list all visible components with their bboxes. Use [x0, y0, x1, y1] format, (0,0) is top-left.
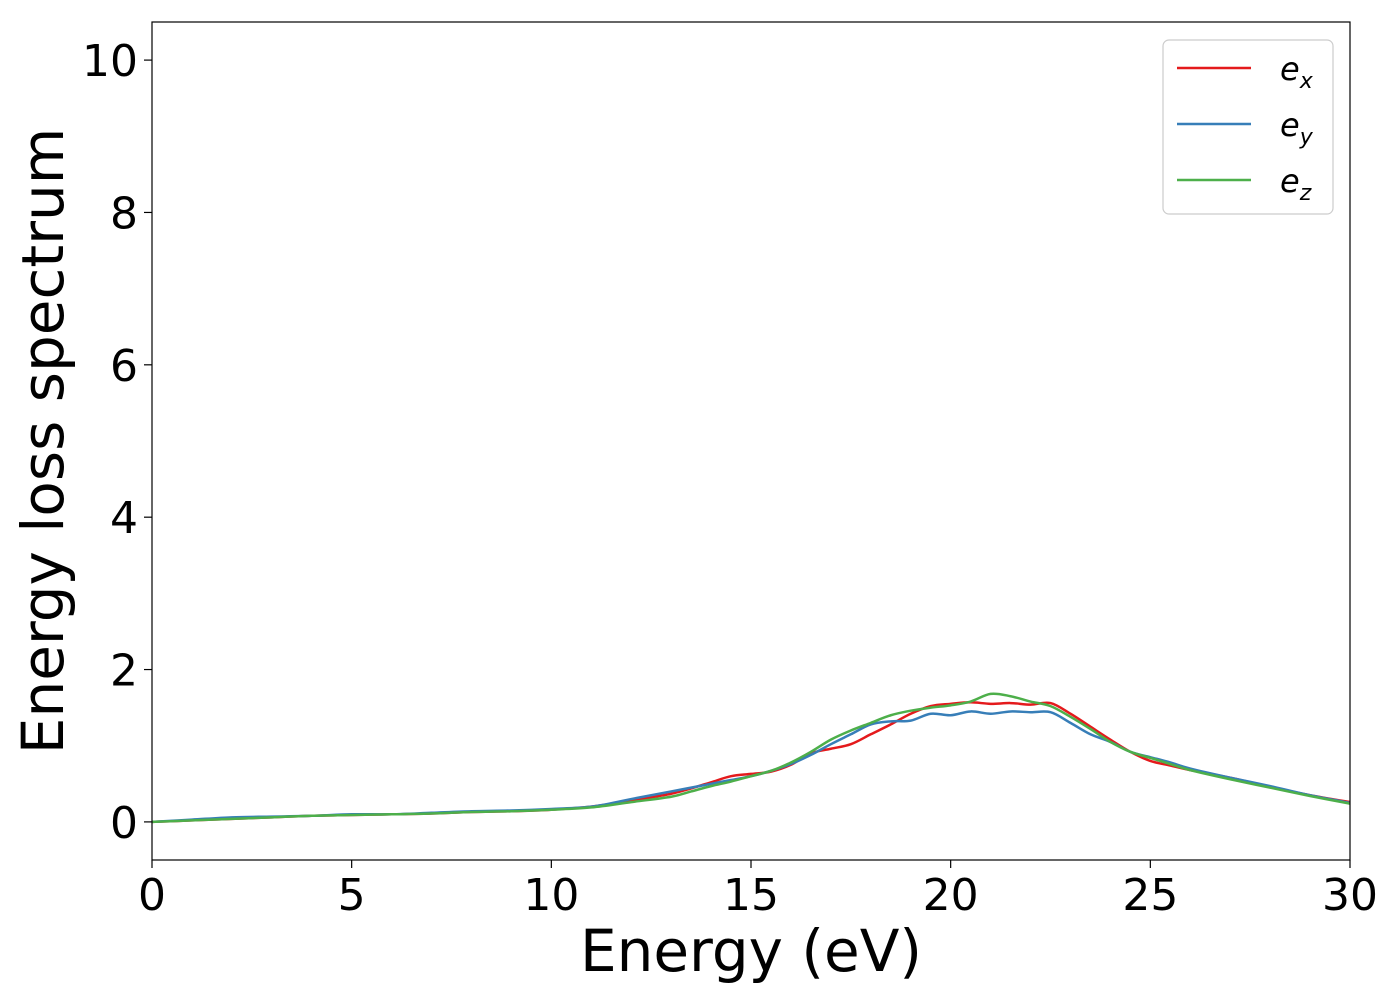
y-tick-label: 6: [110, 341, 138, 392]
series-layer: [151, 692, 1351, 824]
y-tick-label: 2: [110, 646, 138, 697]
legend-label-y: ey: [1280, 106, 1314, 150]
series-line-z: [151, 692, 1351, 824]
x-tick-label: 25: [1122, 870, 1178, 921]
legend-label-z: ez: [1280, 162, 1312, 206]
x-tick-label: 30: [1322, 870, 1378, 921]
legend-entries: ex ey ez: [1177, 50, 1314, 206]
x-tick-label: 20: [923, 870, 979, 921]
x-tick-label: 0: [138, 870, 166, 921]
y-tick-label: 8: [110, 188, 138, 239]
y-axis-label: Energy loss spectrum: [9, 128, 77, 754]
legend-box: [1162, 39, 1334, 215]
x-axis-ticks: 0 5 10 15 20 25 30: [138, 860, 1378, 921]
x-tick-label: 15: [723, 870, 779, 921]
legend: ex ey ez: [1162, 39, 1334, 215]
x-axis-label: Energy (eV): [580, 917, 922, 985]
y-axis-ticks: 0 2 4 6 8 10: [82, 36, 152, 849]
y-tick-label: 0: [110, 798, 138, 849]
legend-label-x: ex: [1280, 50, 1314, 94]
y-tick-label: 10: [82, 36, 138, 87]
x-tick-label: 5: [338, 870, 366, 921]
x-tick-label: 10: [523, 870, 579, 921]
y-tick-label: 4: [110, 493, 138, 544]
